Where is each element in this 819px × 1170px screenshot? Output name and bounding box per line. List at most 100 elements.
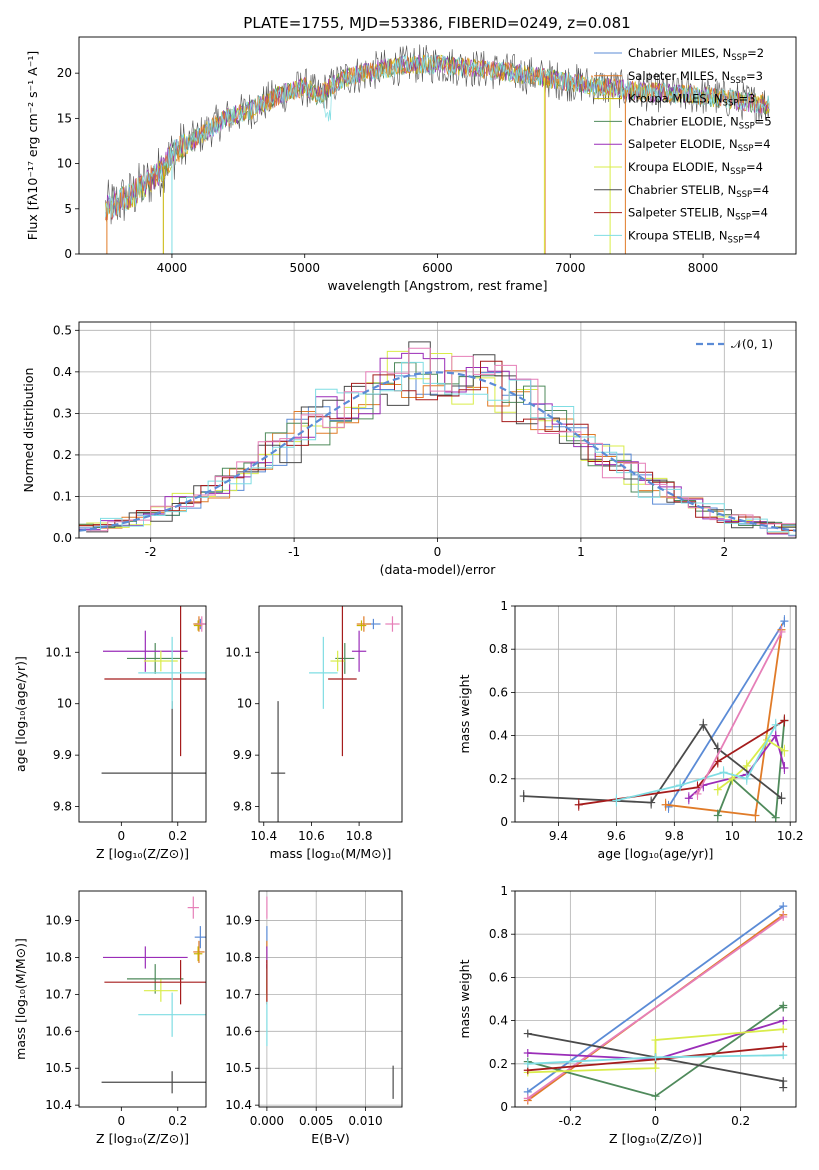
x-tick-label: 10.4	[250, 829, 277, 843]
weight-point	[779, 1025, 788, 1034]
legend-entry: Salpeter MILES, NSSP=3	[628, 69, 763, 86]
legend-subscript: SSP	[730, 167, 746, 177]
y-axis-label: Normed distribution	[21, 368, 36, 493]
y-tick-label: 0.1	[53, 489, 72, 503]
x-tick-label: 0	[118, 829, 126, 843]
legend-entry: Chabrier STELIB, NSSP=4	[628, 183, 769, 200]
axes-frame	[78, 36, 797, 255]
plot-area	[266, 896, 394, 1099]
axes-frame	[78, 890, 207, 1108]
weight-series	[696, 631, 783, 795]
x-tick-label: 0.2	[168, 1114, 187, 1128]
y-tick-label: 9.8	[233, 800, 252, 814]
legend-label: Salpeter MILES, N	[628, 69, 730, 83]
x-tick-label: 0.010	[348, 1114, 382, 1128]
weight-series	[667, 620, 786, 808]
y-tick-label: 10.8	[45, 950, 72, 964]
y-tick-label: 0.8	[489, 642, 508, 656]
legend-entry: Kroupa ELODIE, NSSP=4	[628, 160, 763, 177]
weight-point	[523, 1059, 532, 1068]
y-tick-label: 10.6	[225, 1024, 252, 1038]
weight-point	[651, 1092, 660, 1101]
axes-frame	[78, 321, 797, 539]
x-tick-label: -2	[145, 545, 157, 559]
weight-point	[651, 1053, 660, 1062]
y-axis-label: mass weight	[457, 674, 472, 753]
normal-curve	[79, 371, 796, 532]
y-tick-label: 0.4	[53, 365, 72, 379]
plot-area	[101, 896, 206, 1094]
weight-point	[779, 912, 788, 921]
legend-label: Chabrier ELODIE, N	[628, 114, 739, 128]
y-tick-label: 0.6	[489, 685, 508, 699]
y-tick-label: 10.1	[225, 645, 252, 659]
y-tick-label: 0	[64, 247, 72, 261]
legend-count: =4	[754, 137, 771, 151]
plot-area	[105, 44, 770, 254]
weight-series	[717, 738, 785, 791]
y-tick-label: 10.4	[45, 1098, 72, 1112]
legend-count: =4	[746, 160, 763, 174]
weight-point	[779, 1083, 788, 1092]
y-tick-label: 10.9	[45, 914, 72, 928]
weight-series	[527, 916, 784, 1100]
legend-label: Chabrier MILES, N	[628, 46, 731, 60]
chart-mass_vs_ebv: 0.000 0.005 0.010 10.4 10.5 10.6 10.7 10.8 10.9 E…	[225, 890, 403, 1146]
legend-subscript: SSP	[731, 53, 747, 63]
legend-entry: 𝒩(0, 1)	[731, 337, 773, 351]
weight-point	[651, 1064, 660, 1073]
x-tick-label: 10.6	[298, 829, 325, 843]
figure-title: PLATE=1755, MJD=53386, FIBERID=0249, z=0…	[243, 14, 630, 32]
y-tick-label: 0.5	[53, 323, 72, 337]
axes-frame	[514, 605, 797, 823]
x-tick-label: 9.8	[665, 829, 684, 843]
legend-label: Salpeter STELIB, N	[628, 206, 735, 220]
legend-count: =4	[751, 206, 768, 220]
legend-label: Chabrier STELIB, N	[628, 183, 736, 197]
chart-weight_vs_Z: -0.2 0 0.2 0 0.2 0.4 0.6 0.8 1 Z [log₁₀(Z/Z⊙)] mas…	[457, 884, 797, 1146]
x-tick-label: 10	[725, 829, 740, 843]
chart-residuals: -2 -1 0 1 2 0.0 0.1 0.2 0.3 0.4 0.5 (data-model)/er…	[21, 321, 797, 577]
spectrum-series	[105, 53, 770, 218]
weight-point	[779, 1016, 788, 1025]
x-axis-label: (data-model)/error	[380, 562, 497, 577]
x-tick-label: 0.000	[250, 1114, 284, 1128]
y-tick-label: 15	[57, 111, 72, 125]
x-tick-label: 9.6	[607, 829, 626, 843]
x-tick-label: 1	[577, 545, 585, 559]
legend-subscript: SSP	[735, 213, 751, 223]
legend-entry: Chabrier MILES, NSSP=2	[628, 46, 764, 63]
histogram-series	[79, 361, 796, 536]
axes-frame	[514, 890, 797, 1108]
x-tick-label: 8000	[688, 261, 719, 275]
chart-mass_vs_Z: 0 0.2 10.4 10.5 10.6 10.7 10.8 10.9 Z [log₁₀(Z/Z…	[13, 890, 207, 1146]
legend-entry: Salpeter STELIB, NSSP=4	[628, 206, 768, 223]
x-tick-label: 0.2	[731, 1114, 750, 1128]
legend-count: =4	[752, 183, 769, 197]
spectrum-series	[105, 54, 770, 222]
y-axis-label: mass weight	[457, 959, 472, 1038]
y-tick-label: 0.2	[489, 772, 508, 786]
x-tick-label: 0	[434, 545, 442, 559]
weight-point	[779, 1042, 788, 1051]
y-tick-label: 0.8	[489, 927, 508, 941]
legend-count: =3	[738, 92, 755, 106]
legend-label: Kroupa MILES, N	[628, 92, 723, 106]
x-axis-label: Z [log₁₀(Z/Z⊙)]	[609, 1131, 702, 1146]
weight-point	[523, 1094, 532, 1103]
y-tick-label: 9.8	[53, 800, 72, 814]
chart-spectrum: 4000 5000 6000 7000 8000 0 5 10 15 20 wavelength […	[25, 36, 797, 293]
legend-subscript: SSP	[739, 121, 755, 131]
y-tick-label: 0	[500, 815, 508, 829]
legend-count: =4	[743, 228, 760, 242]
plot-area	[523, 902, 788, 1105]
axes-frame	[258, 605, 403, 823]
x-tick-label: 4000	[157, 261, 188, 275]
y-tick-label: 10.7	[45, 987, 72, 1001]
y-tick-label: 10.7	[225, 987, 252, 1001]
axes-frame	[78, 605, 207, 823]
chart-age_vs_mass: 10.4 10.6 10.8 9.8 9.9 10 10.1 mass [log₁₀(M/M⊙…	[225, 605, 403, 861]
weight-series	[665, 629, 783, 817]
x-tick-label: 0	[118, 1114, 126, 1128]
plot-area	[101, 606, 206, 822]
